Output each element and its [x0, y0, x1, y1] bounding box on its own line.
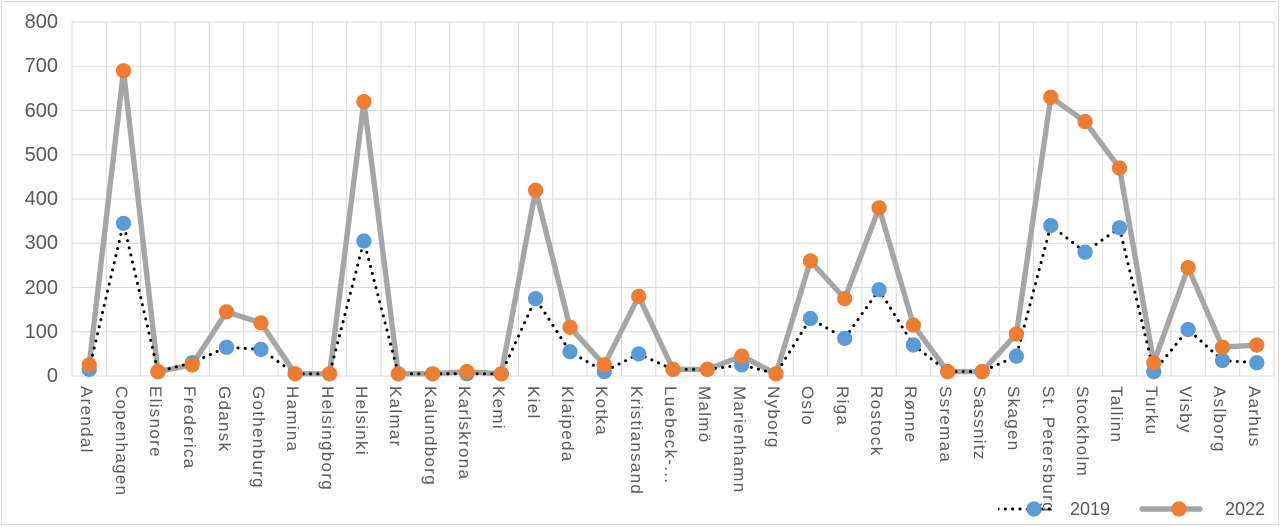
svg-text:2022: 2022: [1225, 499, 1265, 519]
svg-text:2019: 2019: [1070, 499, 1110, 519]
